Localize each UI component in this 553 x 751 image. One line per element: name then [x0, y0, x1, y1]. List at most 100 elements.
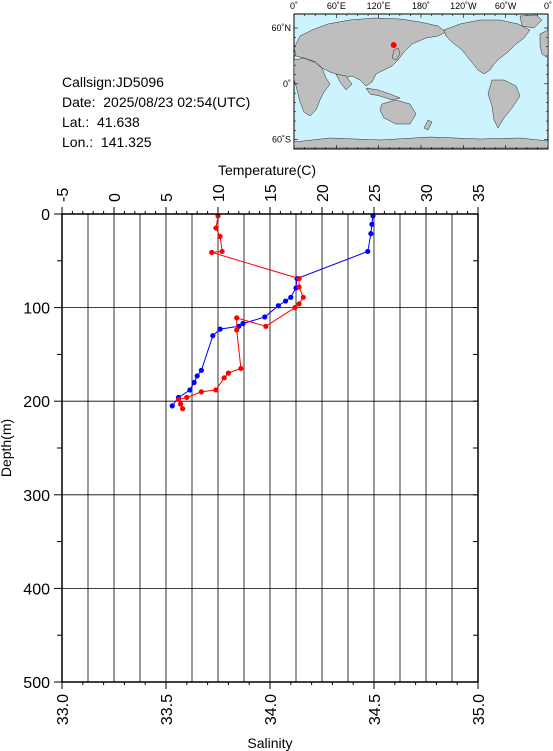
- land-australia: [379, 99, 417, 125]
- depth-tick-label: 300: [23, 488, 50, 505]
- salinity-point: [213, 387, 219, 393]
- salinity-point: [300, 294, 306, 300]
- salinity-point: [219, 248, 225, 255]
- salinity-point: [217, 233, 223, 240]
- map-lat-label: 60˚S: [272, 135, 291, 145]
- depth-tick-labels: 0 100 200 300 400 500: [23, 207, 50, 692]
- temperature-point: [175, 394, 182, 401]
- land-africa: [293, 57, 331, 117]
- map-lon-label: 120˚E: [367, 1, 391, 11]
- map-frame-group: 0˚ 60˚E 120˚E 180˚ 120˚W 60˚W 0˚ 60˚N 0˚ 60˚S: [271, 1, 552, 150]
- salinity-point: [296, 284, 302, 290]
- depth-tick-label: 400: [23, 581, 50, 598]
- temperature-point: [283, 298, 289, 304]
- salinity-point: [292, 305, 298, 311]
- temperature-point: [240, 320, 246, 327]
- temperature-tick-labels: -5 0 5 10 15 20 25 30 35: [55, 184, 488, 202]
- map-lat-label: 60˚N: [271, 23, 291, 33]
- salinity-tick-label: 34.0: [263, 694, 280, 725]
- temperature-tick-label: 35: [471, 184, 488, 202]
- salinity-point: [296, 301, 302, 307]
- temperature-point: [365, 248, 371, 255]
- salinity-point: [263, 323, 269, 329]
- station-marker: [390, 42, 397, 49]
- temperature-point: [262, 314, 268, 320]
- temperature-tick-label: 30: [419, 184, 436, 202]
- salinity-tick-label: 35.0: [471, 694, 488, 725]
- date-text: Date: 2025/08/23 02:54(UTC): [62, 94, 251, 110]
- salinity-point: [238, 365, 244, 372]
- salinity-line: [177, 215, 304, 409]
- land-greenland: [519, 14, 543, 29]
- temperature-line: [171, 215, 374, 407]
- plot-frame: [61, 213, 479, 683]
- salinity-point: [215, 213, 221, 219]
- temperature-point: [169, 403, 175, 409]
- map-lon-label: 0˚: [290, 1, 298, 11]
- salinity-point: [184, 394, 190, 401]
- salinity-point: [225, 370, 231, 376]
- salinity-point: [209, 249, 215, 255]
- temperature-point: [370, 213, 376, 219]
- map-lon-label: 0˚: [544, 1, 552, 11]
- temperature-tick-label: 20: [315, 184, 332, 202]
- map-lon-label: 120˚W: [450, 1, 477, 11]
- land-south-america: [487, 79, 521, 129]
- salinity-point: [180, 406, 186, 412]
- salinity-point: [221, 375, 227, 381]
- chart-grid: [62, 214, 478, 682]
- temperature-tick-label: 10: [211, 184, 228, 202]
- temperature-point: [275, 303, 281, 309]
- land-japan: [391, 47, 401, 61]
- callsign-text: Callsign:JD5096: [62, 74, 164, 90]
- land-indonesia: [365, 87, 401, 101]
- temperature-point: [236, 323, 242, 329]
- salinity-tick-label: 33.0: [55, 694, 72, 725]
- temperature-tick-label: 15: [263, 184, 280, 202]
- map-lon-label: 180˚: [412, 1, 430, 11]
- salinity-tick-labels: 33.0 33.5 34.0 34.5 35.0: [55, 694, 488, 725]
- depth-tick-label: 0: [41, 207, 50, 224]
- station-info: Callsign:JD5096 Date: 2025/08/23 02:54(U…: [62, 72, 250, 152]
- latitude-text: Lat.: 41.638: [62, 114, 140, 130]
- temperature-point: [194, 373, 200, 379]
- temperature-tick-label: 5: [159, 193, 176, 202]
- land-north-america: [443, 19, 531, 75]
- map-labels: 0˚ 60˚E 120˚E 180˚ 120˚W 60˚W 0˚ 60˚N 0˚ 60˚S: [271, 1, 552, 145]
- world-map: 0˚ 60˚E 120˚E 180˚ 120˚W 60˚W 0˚ 60˚N 0˚ 60˚S: [271, 1, 552, 150]
- temperature-point: [288, 294, 294, 300]
- depth-tick-label: 200: [23, 394, 50, 411]
- depth-tick-label: 100: [23, 301, 50, 318]
- depth-axis-title: Depth(m): [0, 419, 14, 477]
- temperature-point: [217, 326, 223, 332]
- longitude-text: Lon.: 141.325: [62, 134, 152, 150]
- salinity-point: [177, 401, 184, 407]
- temperature-point: [293, 285, 299, 291]
- map-lon-label: 60˚E: [327, 1, 346, 11]
- map-ticks: [293, 14, 549, 149]
- temperature-point: [369, 221, 375, 227]
- series-layer: [169, 213, 376, 412]
- land-india: [335, 73, 353, 91]
- salinity-point: [234, 327, 240, 333]
- salinity-point: [213, 225, 219, 231]
- temperature-tick-label: 25: [367, 184, 384, 202]
- temperature-point: [294, 275, 300, 282]
- temperature-tick-label: 0: [107, 193, 124, 202]
- depth-tick-label: 500: [23, 675, 50, 692]
- map-lon-label: 60˚W: [495, 1, 517, 11]
- salinity-tick-label: 33.5: [159, 694, 176, 725]
- temperature-point: [191, 379, 197, 386]
- salinity-point: [234, 315, 240, 321]
- land-new-zealand: [423, 119, 433, 131]
- map-land: [293, 14, 549, 149]
- temperature-point: [368, 231, 374, 237]
- salinity-point: [198, 389, 204, 395]
- temperature-point: [187, 387, 193, 393]
- salinity-tick-label: 34.5: [367, 694, 384, 725]
- salinity-point: [296, 275, 302, 282]
- temperature-axis-title: Temperature(C): [218, 162, 316, 178]
- temperature-point: [198, 367, 204, 373]
- salinity-axis-title: Salinity: [247, 735, 292, 751]
- map-lat-label: 0˚: [283, 79, 291, 89]
